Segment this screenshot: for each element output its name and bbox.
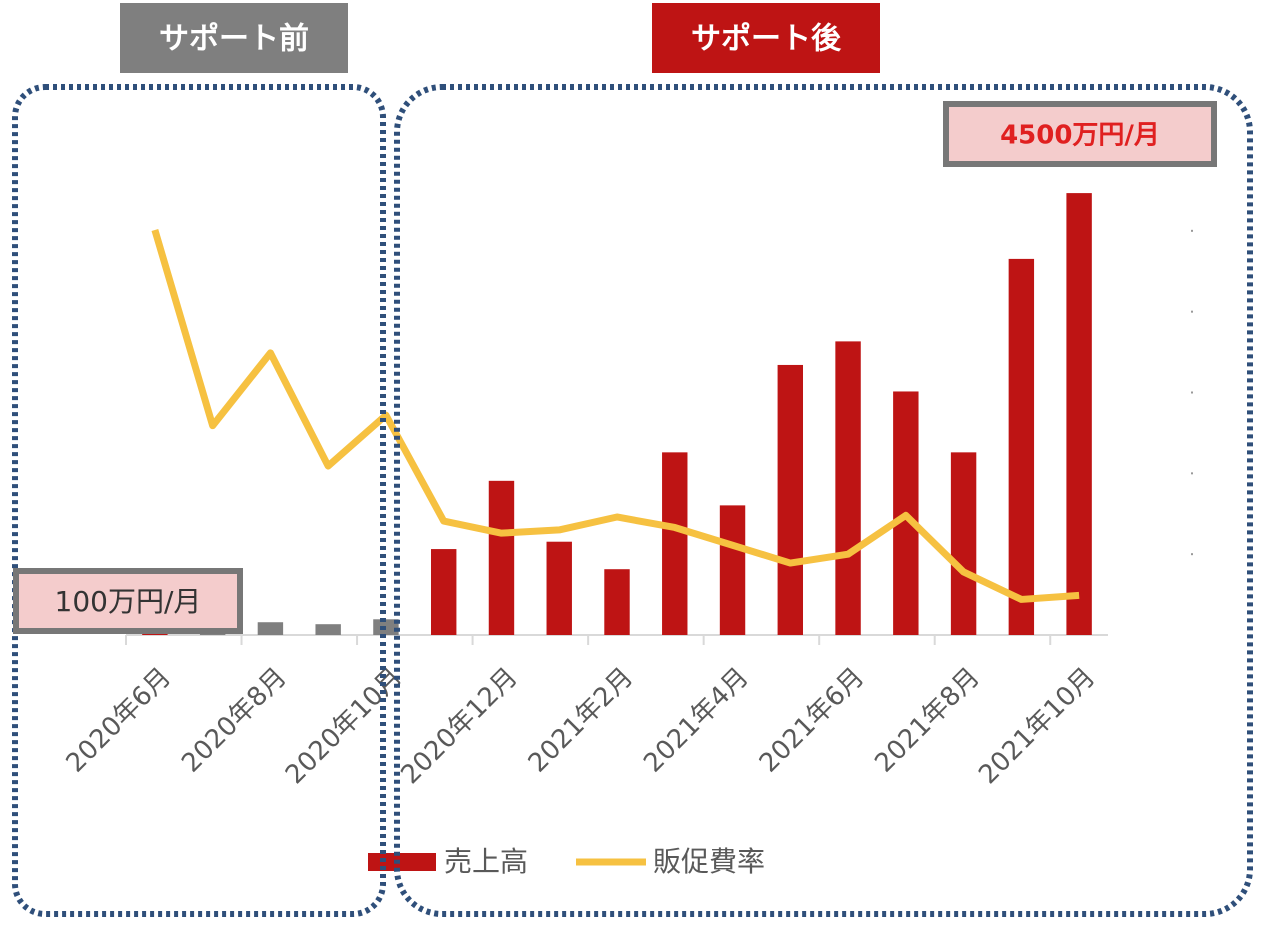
bar (430, 549, 457, 635)
x-tick-label: 2021年6月 (754, 662, 870, 778)
bar (950, 452, 977, 635)
legend-label: 販促費率 (653, 845, 765, 878)
legend-swatch (368, 853, 436, 871)
x-tick-label: 2020年12月 (396, 662, 524, 790)
x-tick-label: 2020年10月 (280, 662, 408, 790)
bar (777, 364, 804, 635)
x-tick-label: 2021年10月 (973, 662, 1101, 790)
max-box (943, 101, 1217, 167)
line (151, 229, 1080, 603)
before-frame (12, 84, 386, 917)
bar (1066, 193, 1092, 635)
max-label: 4500万円/月 (1000, 121, 1160, 151)
min-box (13, 568, 243, 634)
bar (604, 569, 630, 635)
x-tick-label: 2021年4月 (638, 662, 754, 778)
bar (315, 624, 341, 635)
legend: 売上高 販促費率 (368, 845, 765, 878)
bar (257, 622, 284, 635)
bar (719, 505, 746, 635)
legend-label: 売上高 (444, 845, 528, 878)
x-tick-label: 2020年8月 (176, 662, 292, 778)
after-label: サポート後 (691, 22, 842, 57)
bar (835, 341, 861, 635)
after-header (652, 3, 880, 73)
bar (142, 633, 168, 635)
bar (546, 541, 572, 635)
x-tick-label: 2021年8月 (869, 662, 985, 778)
bar (1008, 258, 1035, 635)
after-frame (394, 84, 1253, 917)
bar (488, 480, 515, 635)
before-header (120, 3, 348, 73)
before-label: サポート前 (159, 22, 309, 57)
x-tick-label: 2021年2月 (523, 662, 639, 778)
x-tick-label: 2020年6月 (61, 662, 177, 778)
bar (662, 452, 688, 635)
min-label: 100万円/月 (55, 585, 202, 618)
